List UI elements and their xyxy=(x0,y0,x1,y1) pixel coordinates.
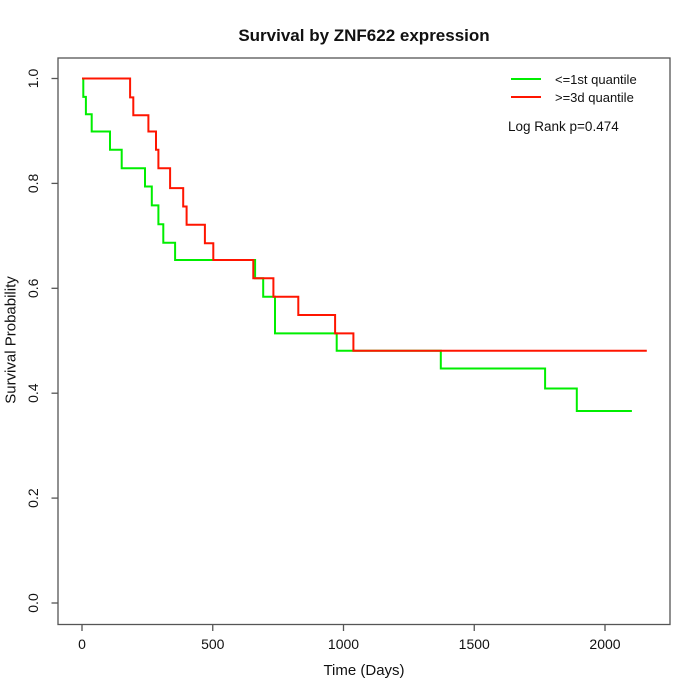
y-tick-label: 0.4 xyxy=(25,383,41,403)
red-line-swatch xyxy=(511,96,541,98)
km-curve-low-expression xyxy=(82,77,632,412)
x-axis-label: Time (Days) xyxy=(323,662,405,679)
legend-label-first-quantile: <=1st quantile xyxy=(555,71,637,87)
legend-item-first-quantile: <=1st quantile xyxy=(511,70,637,88)
x-tick-label: 2000 xyxy=(589,636,620,652)
x-tick-label: 0 xyxy=(78,636,86,652)
y-tick-label: 0.8 xyxy=(25,173,41,193)
green-line-swatch xyxy=(511,78,541,80)
chart-title: Survival by ZNF622 expression xyxy=(238,26,490,45)
legend: <=1st quantile >=3d quantile xyxy=(511,70,637,106)
y-tick-label: 0.0 xyxy=(25,593,41,613)
legend-item-third-quantile: >=3d quantile xyxy=(511,88,637,106)
plot-frame xyxy=(57,57,671,626)
y-tick-label: 0.6 xyxy=(25,278,41,298)
km-curve-high-expression xyxy=(82,77,647,352)
log-rank-pvalue: Log Rank p=0.474 xyxy=(508,119,619,134)
x-tick-label: 500 xyxy=(201,636,225,652)
y-axis-label: Survival Probability xyxy=(2,276,20,404)
legend-label-third-quantile: >=3d quantile xyxy=(555,89,634,105)
x-tick-label: 1500 xyxy=(459,636,490,652)
y-tick-label: 0.2 xyxy=(25,488,41,508)
y-tick-label: 1.0 xyxy=(25,69,41,89)
x-tick-label: 1000 xyxy=(328,636,359,652)
